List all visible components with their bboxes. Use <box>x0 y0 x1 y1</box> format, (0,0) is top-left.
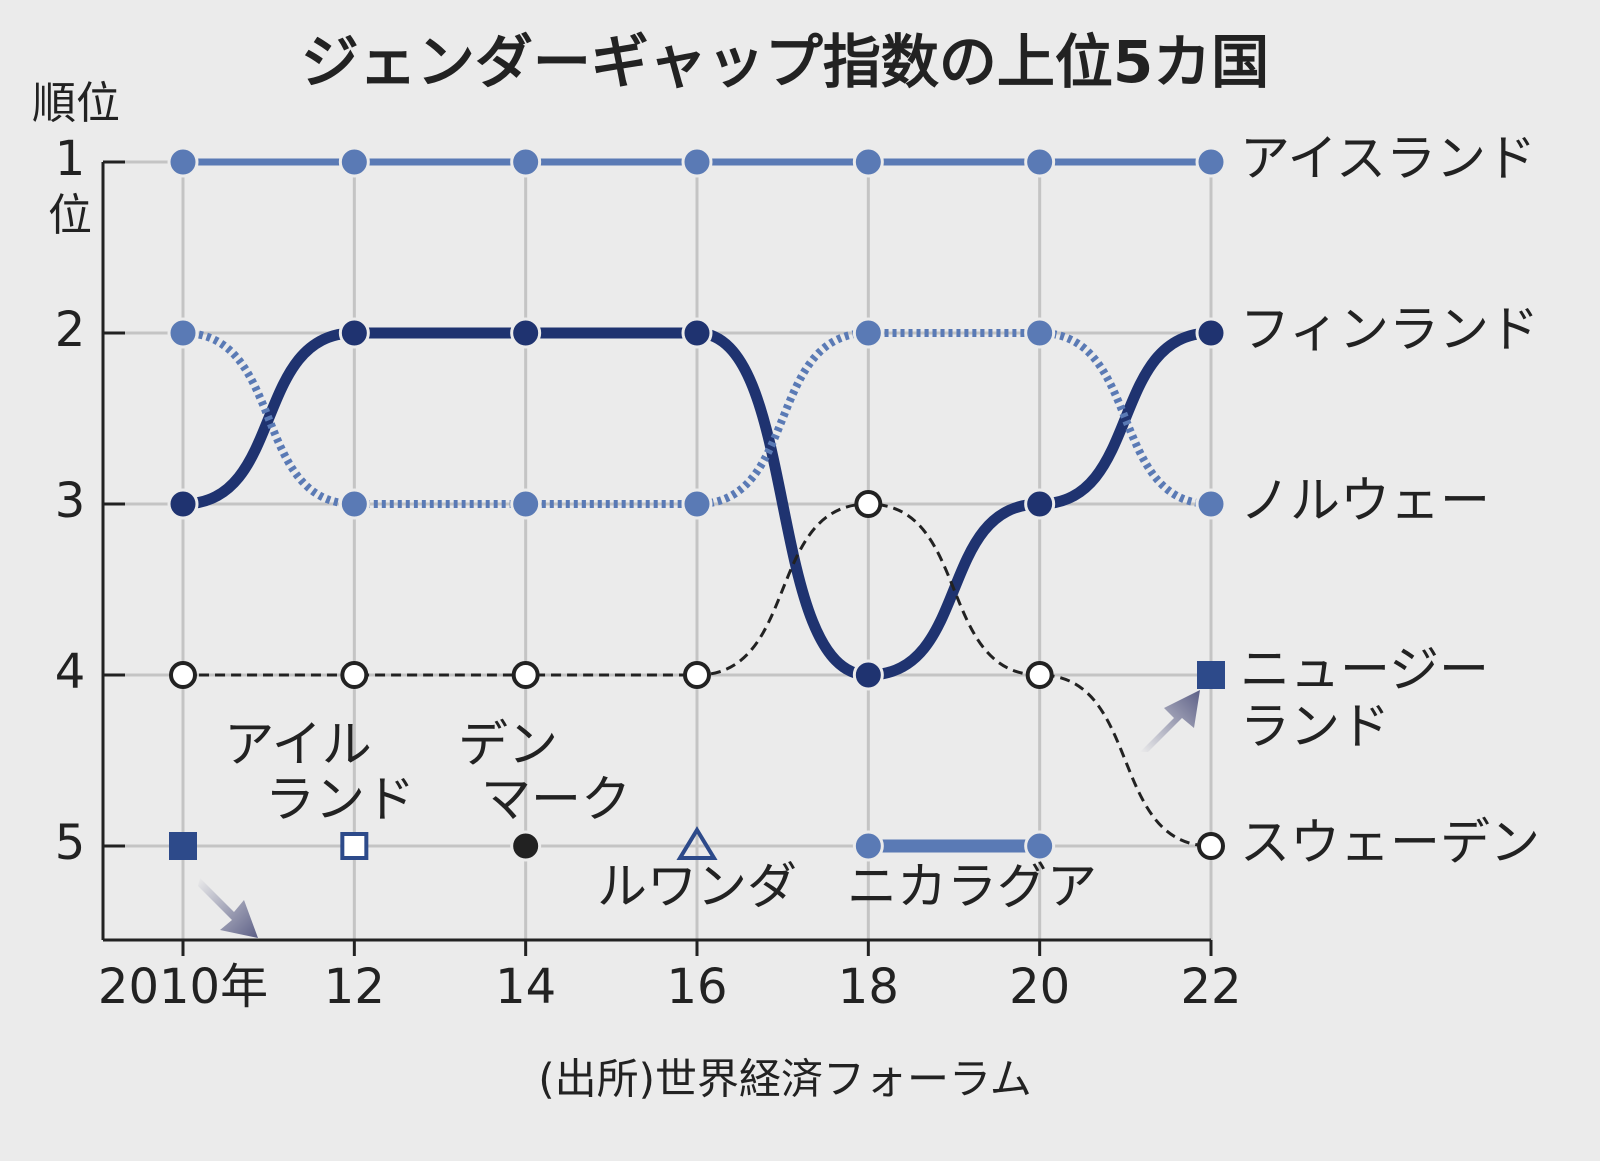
series-label: ランド <box>265 771 415 829</box>
marker <box>338 317 370 349</box>
series-group <box>167 146 1227 862</box>
series-label: マーク <box>481 771 631 829</box>
marker <box>852 830 884 862</box>
marker <box>1195 146 1227 178</box>
marker <box>1024 830 1056 862</box>
series-line <box>182 502 1212 848</box>
series-label: ノルウェー <box>1240 472 1490 530</box>
marker <box>169 661 197 689</box>
y-tick-label: 3 <box>55 473 86 529</box>
marker <box>338 146 370 178</box>
marker <box>340 832 369 860</box>
series-label: ルワンダ <box>597 858 797 916</box>
marker <box>854 490 883 518</box>
marker <box>1195 488 1227 520</box>
marker <box>340 661 369 689</box>
x-tick-label: 2010年 <box>98 959 268 1015</box>
x-tick-label: 22 <box>1180 959 1241 1015</box>
series-label: アイル <box>224 716 372 774</box>
series-label: ニカラグア <box>847 858 1097 916</box>
marker <box>1197 832 1225 860</box>
source-note: (出所)世界経済フォーラム <box>538 1055 1032 1104</box>
series-label: フィンランド <box>1240 301 1539 359</box>
y-axis-label: 順位 <box>32 78 120 129</box>
series-label: ニュージー <box>1240 641 1489 699</box>
x-tick-label: 18 <box>838 959 899 1015</box>
marker <box>676 826 718 860</box>
marker <box>510 488 542 520</box>
marker <box>1024 317 1056 349</box>
marker <box>169 832 197 860</box>
series-label: ランド <box>1240 698 1390 756</box>
y-tick-label: 1 <box>55 131 86 187</box>
marker <box>852 659 884 691</box>
y-tick-label: 5 <box>55 815 86 871</box>
marker <box>683 661 711 689</box>
marker <box>1197 661 1225 689</box>
marker <box>510 146 542 178</box>
series-label: デン <box>458 716 558 774</box>
marker <box>1024 488 1056 520</box>
marker <box>338 488 370 520</box>
series-label: スウェーデン <box>1240 814 1540 872</box>
x-tick-label: 14 <box>495 959 556 1015</box>
marker <box>167 146 199 178</box>
marker <box>852 146 884 178</box>
x-tick-label: 12 <box>324 959 385 1015</box>
marker <box>1195 317 1227 349</box>
y-unit-label: 位 <box>48 190 92 241</box>
marker <box>167 488 199 520</box>
series-label: アイスランド <box>1240 130 1536 188</box>
marker <box>1025 661 1054 689</box>
marker <box>510 830 542 862</box>
marker <box>681 317 713 349</box>
arrow-down <box>198 878 258 938</box>
marker <box>1024 146 1056 178</box>
x-tick-label: 16 <box>666 959 727 1015</box>
arrow-up <box>1140 690 1200 752</box>
marker <box>681 488 713 520</box>
marker <box>681 146 713 178</box>
marker <box>167 317 199 349</box>
y-tick-label: 4 <box>55 644 86 700</box>
x-tick-label: 20 <box>1009 959 1070 1015</box>
chart-title: ジェンダーギャップ指数の上位5カ国 <box>301 28 1269 96</box>
marker <box>511 661 540 689</box>
marker <box>510 317 542 349</box>
y-tick-label: 2 <box>55 302 86 358</box>
marker <box>852 317 884 349</box>
